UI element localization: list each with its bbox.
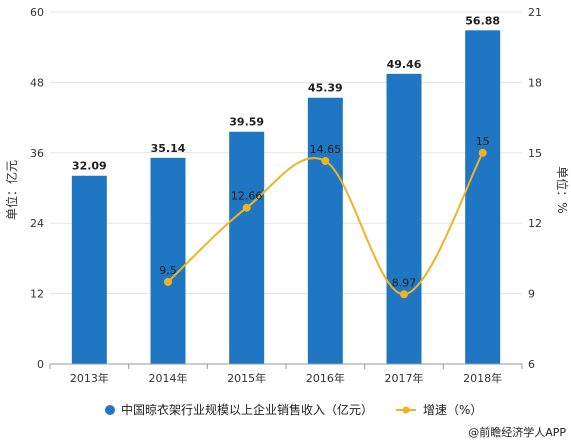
- x-tick-label: 2018年: [463, 371, 502, 385]
- gridlines: [50, 11, 522, 295]
- legend-bar-marker: [105, 405, 115, 415]
- bar: [71, 175, 107, 364]
- bar: [229, 131, 265, 364]
- x-tick-label: 2014年: [149, 371, 188, 385]
- legend: 中国晾衣架行业规模以上企业销售收入（亿元） 增速（%）: [105, 402, 482, 417]
- y-axis-right-title: 单位：%: [555, 166, 570, 213]
- line-value-label: 14.65: [310, 143, 342, 156]
- y-tick-label-right: 18: [528, 76, 542, 89]
- bar-series: [71, 30, 501, 365]
- y-axis-left-title: 单位：亿元: [4, 160, 19, 220]
- y-tick-label-left: 0: [37, 358, 44, 371]
- line-point: [478, 148, 487, 157]
- bar-value-label: 49.46: [387, 58, 422, 71]
- legend-bar-label: 中国晾衣架行业规模以上企业销售收入（亿元）: [121, 402, 373, 417]
- line-series: [164, 148, 487, 299]
- y-tick-label-left: 12: [30, 288, 44, 301]
- legend-line-marker-dot: [402, 406, 410, 414]
- bar-value-label: 56.88: [465, 14, 500, 27]
- y-tick-label-left: 60: [30, 6, 44, 19]
- bar: [307, 97, 343, 364]
- bar: [386, 73, 422, 365]
- line-value-label: 9.5: [159, 264, 177, 277]
- x-tick-label: 2016年: [306, 371, 345, 385]
- x-tick-label: 2015年: [227, 371, 266, 385]
- bar-value-label: 45.39: [308, 82, 343, 95]
- legend-line-label: 增速（%）: [423, 403, 482, 417]
- y-tick-label-right: 12: [528, 217, 542, 230]
- y-tick-label-right: 6: [528, 358, 535, 371]
- line-point: [242, 203, 251, 212]
- data-labels: 32.09 35.14 39.59 45.39 49.46 56.88 9.5 12.66 14…: [72, 14, 500, 289]
- y-tick-label-right: 21: [528, 6, 542, 19]
- line-value-label: 15: [476, 135, 490, 148]
- bar: [465, 30, 501, 365]
- y-tick-label-left: 24: [30, 217, 44, 230]
- line-point: [164, 277, 172, 286]
- x-tick-label: 2013年: [70, 371, 109, 385]
- bar-value-label: 35.14: [151, 142, 186, 155]
- y-tick-label-left: 48: [30, 76, 44, 89]
- bar-value-label: 32.09: [72, 160, 107, 173]
- y-tick-label-right: 9: [528, 288, 535, 301]
- x-tick-label: 2017年: [385, 371, 424, 385]
- bar: [150, 157, 186, 364]
- line-value-label: 12.66: [231, 190, 263, 203]
- axes: 0 12 24 36 48 60 6 9 12 15 18 21 2013年 2014年 2015年 2016…: [30, 6, 542, 385]
- y-tick-label-left: 36: [30, 147, 44, 160]
- growth-line: [167, 152, 484, 296]
- y-tick-label-right: 15: [528, 147, 542, 160]
- bar-value-label: 39.59: [229, 116, 264, 129]
- line-point: [400, 290, 408, 299]
- credit-text: @前瞻经济学人APP: [468, 425, 566, 439]
- line-point: [321, 157, 330, 166]
- line-value-label: 8.97: [392, 276, 417, 289]
